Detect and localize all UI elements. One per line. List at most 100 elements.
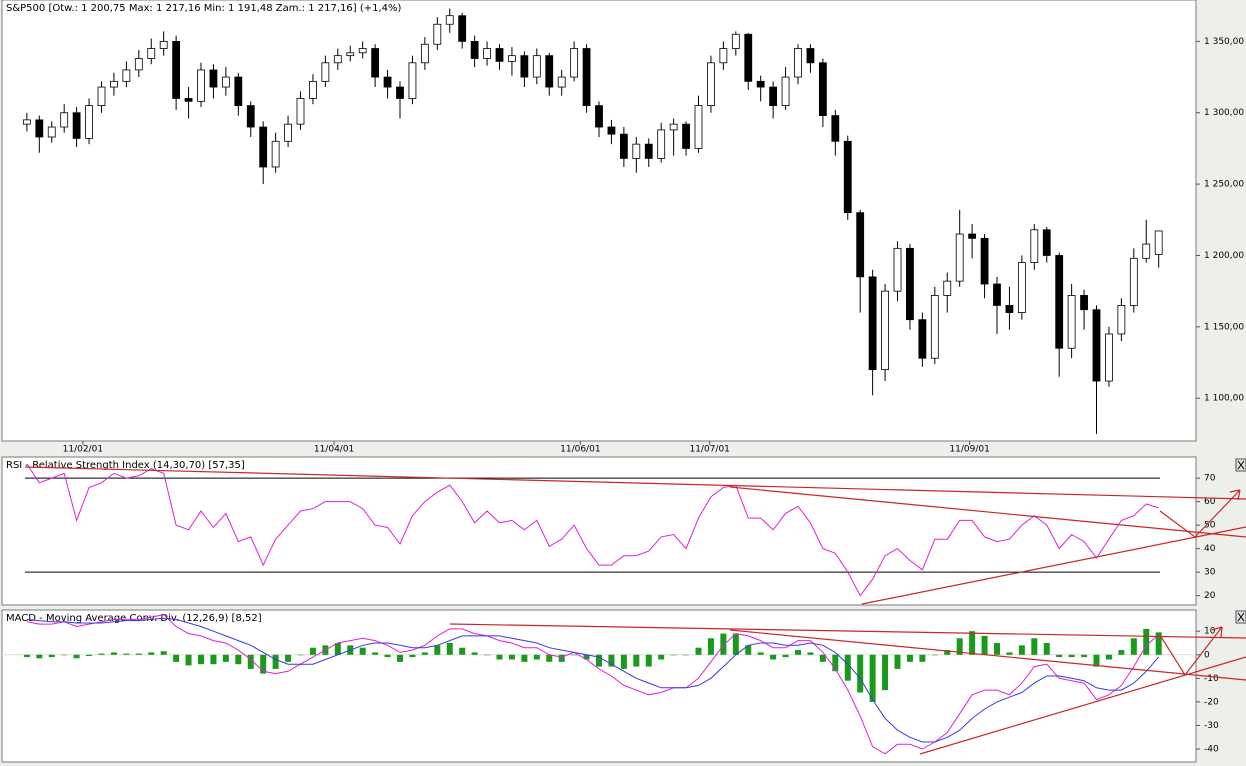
histogram-bar [969, 631, 976, 655]
candle-body [184, 98, 193, 102]
x-tick-label: 11/09/01 [949, 445, 989, 455]
candle-body [271, 140, 280, 168]
candle-body [893, 247, 902, 292]
histogram-bar [994, 642, 1000, 655]
candle-body [582, 48, 591, 107]
histogram-bar [23, 654, 30, 658]
candle-body [632, 143, 641, 159]
histogram-bar [173, 654, 180, 662]
histogram-bar [670, 654, 677, 656]
candle-body [955, 233, 964, 282]
candle-body [818, 62, 827, 117]
histogram-bar [558, 654, 565, 662]
histogram-bar [110, 652, 117, 655]
candle-body [408, 62, 417, 99]
histogram-bar [1105, 654, 1112, 660]
histogram-bar [73, 654, 80, 659]
candle-body [134, 58, 143, 71]
y-tick-label: 1 300,00 [1204, 108, 1244, 118]
histogram-bar [222, 654, 229, 662]
candle-body [769, 86, 778, 107]
histogram-bar [459, 647, 466, 655]
candle-body [856, 212, 865, 278]
candle-body [371, 48, 380, 78]
candle-body [396, 86, 404, 99]
candle-body [60, 112, 69, 128]
candle-body [346, 52, 355, 57]
close-macd[interactable] [1235, 610, 1246, 624]
candle-body [483, 48, 491, 59]
candle-body [1154, 230, 1163, 255]
y-tick-label: 70 [1204, 474, 1216, 484]
histogram-bar [857, 654, 864, 693]
histogram-bar [869, 654, 876, 702]
candle-body [309, 80, 317, 99]
candle-body [47, 126, 56, 138]
histogram-bar [832, 654, 839, 672]
histogram-bar [894, 654, 901, 669]
histogram-bar [496, 654, 503, 660]
candle-body [1117, 305, 1126, 335]
y-tick-label: -30 [1204, 721, 1219, 731]
histogram-bar [770, 654, 777, 660]
histogram-bar [683, 654, 690, 656]
series-line [26, 614, 1160, 755]
histogram-bar [1130, 638, 1137, 655]
y-tick-label: 1 350,00 [1204, 37, 1244, 47]
candle-body [495, 48, 504, 62]
candle-body [1067, 295, 1076, 349]
close-rsi[interactable] [1235, 458, 1246, 472]
series-line [26, 617, 1160, 743]
candle-body [172, 40, 181, 99]
histogram-bar [981, 635, 988, 655]
candle-body [756, 80, 765, 88]
candle-body [570, 48, 579, 78]
candle-body [433, 23, 442, 45]
candle-body [1030, 229, 1039, 264]
x-tick-label: 11/07/01 [689, 445, 729, 455]
panel-title: MACD - Moving Average Conv. Div. (12,26,… [6, 613, 262, 624]
candle-body [682, 123, 690, 149]
candle-body [1080, 295, 1088, 311]
candle-body [1142, 243, 1151, 259]
candle-body [906, 247, 914, 321]
candle-body [333, 55, 342, 64]
y-tick-label: 1 150,00 [1204, 322, 1244, 332]
candle-body [97, 86, 106, 107]
histogram-bar [745, 645, 752, 655]
histogram-bar [471, 652, 478, 655]
y-tick-label: 1 200,00 [1204, 251, 1244, 261]
candle-body [881, 290, 889, 371]
histogram-bar [372, 652, 379, 655]
candle-body [719, 48, 728, 64]
y-tick-label: 20 [1204, 591, 1216, 601]
histogram-bar [409, 654, 416, 658]
histogram-bar [732, 633, 739, 655]
candle-body [781, 76, 790, 107]
y-tick-label: 60 [1204, 497, 1216, 507]
candle-body [1105, 333, 1113, 382]
histogram-bar [36, 654, 43, 659]
candle-body [545, 55, 554, 88]
histogram-bar [546, 654, 553, 662]
histogram-bar [633, 654, 640, 667]
macd-panel [1, 609, 1197, 763]
histogram-bar [819, 654, 826, 662]
y-tick-label: 1 100,00 [1204, 394, 1244, 404]
histogram-bar [919, 654, 926, 662]
candle-body [234, 76, 243, 107]
series-line [26, 463, 1159, 597]
histogram-bar [583, 654, 590, 660]
histogram-bar [658, 654, 665, 660]
x-tick-label: 11/04/01 [314, 445, 354, 455]
candle-body [1042, 229, 1051, 256]
histogram-bar [1081, 654, 1088, 658]
histogram-bar [707, 638, 714, 655]
histogram-bar [446, 642, 453, 655]
histogram-bar [906, 654, 913, 662]
histogram-bar [98, 653, 105, 655]
panel-title: RSI - Relative Strength Index (14,30,70)… [6, 460, 245, 471]
histogram-bar [807, 652, 814, 655]
histogram-bar [1143, 628, 1150, 655]
candle-body [147, 48, 156, 59]
